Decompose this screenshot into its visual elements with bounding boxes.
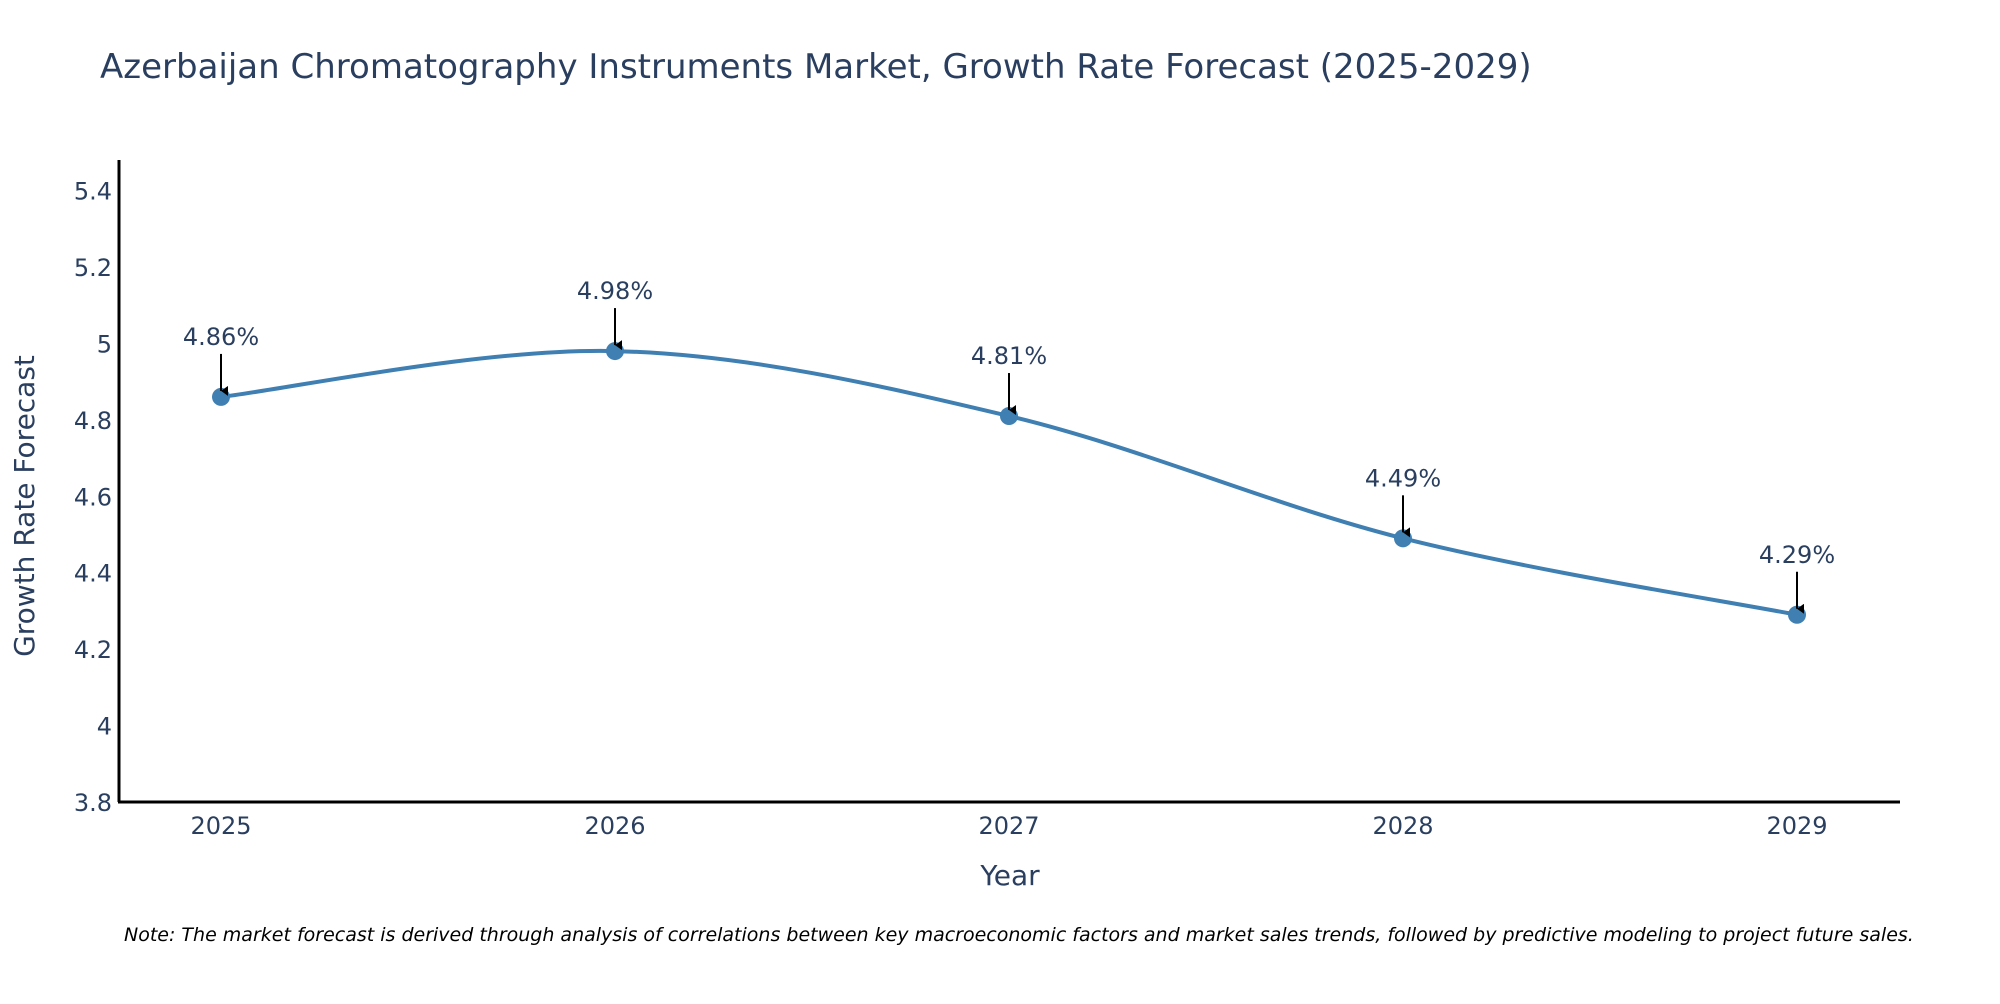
- data-annotations: 4.86% 4.98% 4.81% 4.49% 4.29%: [183, 277, 1835, 614]
- y-tick-label: 4.4: [74, 560, 112, 588]
- x-ticks: 2025 2026 2027 2028 2029: [190, 812, 1827, 840]
- x-axis-label: Year: [979, 859, 1040, 892]
- x-tick-label: 2026: [584, 812, 645, 840]
- chart-note: Note: The market forecast is derived thr…: [124, 924, 1914, 946]
- y-tick-label: 4: [97, 713, 112, 741]
- y-tick-label: 5.4: [74, 178, 112, 206]
- data-label: 4.49%: [1365, 464, 1441, 492]
- y-tick-label: 4.8: [74, 407, 112, 435]
- data-label: 4.81%: [971, 342, 1047, 370]
- y-axis-label: Growth Rate Forecast: [8, 355, 41, 657]
- x-tick-label: 2025: [190, 812, 251, 840]
- data-label: 4.98%: [577, 277, 653, 305]
- y-tick-label: 4.6: [74, 483, 112, 511]
- y-ticks: 3.8 4 4.2 4.4 4.6 4.8 5 5.2 5.4: [74, 178, 112, 817]
- x-tick-label: 2029: [1766, 812, 1827, 840]
- chart-title: Azerbaijan Chromatography Instruments Ma…: [100, 47, 1532, 87]
- y-tick-label: 5: [97, 330, 112, 358]
- y-tick-label: 3.8: [74, 789, 112, 817]
- data-label: 4.29%: [1759, 541, 1835, 569]
- data-label: 4.86%: [183, 323, 259, 351]
- y-tick-label: 4.2: [74, 636, 112, 664]
- x-tick-label: 2028: [1372, 812, 1433, 840]
- x-tick-label: 2027: [978, 812, 1039, 840]
- y-tick-label: 5.2: [74, 254, 112, 282]
